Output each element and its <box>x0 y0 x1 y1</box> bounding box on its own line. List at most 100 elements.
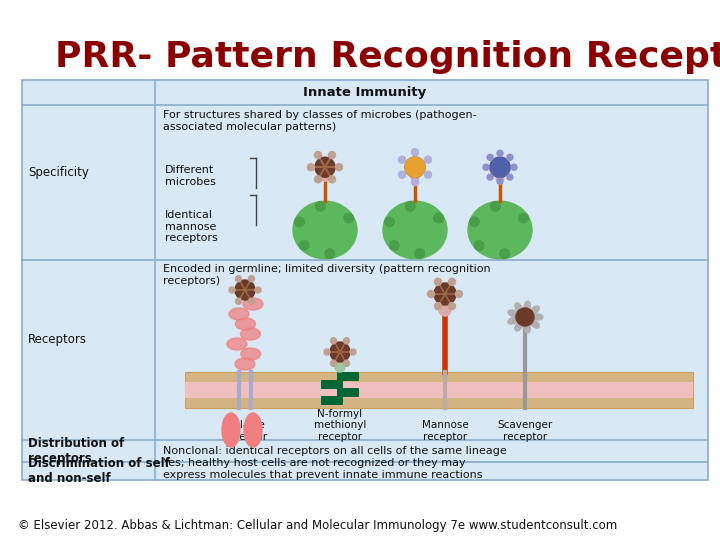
Circle shape <box>439 304 451 316</box>
Circle shape <box>390 241 399 250</box>
Ellipse shape <box>508 318 518 324</box>
Circle shape <box>434 283 456 305</box>
Text: Mannose
receptor: Mannose receptor <box>422 421 469 442</box>
Circle shape <box>415 249 425 259</box>
FancyBboxPatch shape <box>22 80 708 480</box>
Circle shape <box>412 179 418 186</box>
Circle shape <box>307 164 315 171</box>
Ellipse shape <box>244 413 262 447</box>
Circle shape <box>497 178 503 184</box>
Text: © Elsevier 2012. Abbas & Lichtman: Cellular and Molecular Immunology 7e www.stud: © Elsevier 2012. Abbas & Lichtman: Cellu… <box>18 519 617 532</box>
Circle shape <box>398 156 405 163</box>
Circle shape <box>248 276 254 282</box>
Circle shape <box>425 156 431 163</box>
FancyBboxPatch shape <box>337 388 359 397</box>
Ellipse shape <box>243 298 263 310</box>
Circle shape <box>433 213 444 223</box>
Circle shape <box>449 302 456 309</box>
Circle shape <box>490 201 500 211</box>
Ellipse shape <box>235 358 255 370</box>
FancyBboxPatch shape <box>185 372 693 408</box>
Circle shape <box>518 213 528 223</box>
Ellipse shape <box>531 320 539 328</box>
Circle shape <box>411 173 419 181</box>
Circle shape <box>434 302 441 309</box>
Circle shape <box>336 164 343 171</box>
Text: N-formyl
methionyl
receptor: N-formyl methionyl receptor <box>314 409 366 442</box>
Circle shape <box>343 360 349 366</box>
Circle shape <box>434 279 441 285</box>
Ellipse shape <box>293 201 357 259</box>
Circle shape <box>248 298 254 304</box>
Circle shape <box>255 287 261 293</box>
Ellipse shape <box>240 328 261 340</box>
Text: For structures shared by classes of microbes (pathogen-
associated molecular pat: For structures shared by classes of micr… <box>163 110 477 132</box>
Ellipse shape <box>227 338 247 350</box>
Circle shape <box>315 152 322 159</box>
Circle shape <box>507 154 513 160</box>
FancyBboxPatch shape <box>321 380 343 389</box>
FancyBboxPatch shape <box>185 382 693 398</box>
Circle shape <box>511 164 517 170</box>
Circle shape <box>496 173 504 181</box>
Ellipse shape <box>515 322 522 331</box>
Circle shape <box>335 362 345 372</box>
Ellipse shape <box>508 310 518 316</box>
Circle shape <box>500 249 510 259</box>
Ellipse shape <box>383 201 447 259</box>
Circle shape <box>321 173 329 181</box>
Circle shape <box>229 287 235 293</box>
Text: Identical
mannose
receptors: Identical mannose receptors <box>165 210 217 243</box>
FancyBboxPatch shape <box>321 396 343 405</box>
Circle shape <box>328 152 336 159</box>
Text: Different
microbes: Different microbes <box>165 165 216 187</box>
Circle shape <box>325 249 335 259</box>
Circle shape <box>507 174 513 180</box>
Circle shape <box>490 157 510 177</box>
Circle shape <box>469 217 480 227</box>
Circle shape <box>490 157 510 177</box>
Circle shape <box>235 298 241 304</box>
Ellipse shape <box>235 318 256 330</box>
Ellipse shape <box>229 308 249 320</box>
Circle shape <box>328 176 336 183</box>
Text: Scavenger
receptor: Scavenger receptor <box>498 421 553 442</box>
Circle shape <box>235 280 255 300</box>
Circle shape <box>516 308 534 326</box>
Circle shape <box>315 157 335 177</box>
Circle shape <box>330 360 336 366</box>
Ellipse shape <box>515 303 522 312</box>
FancyBboxPatch shape <box>337 372 359 381</box>
Text: PRR- Pattern Recognition Receptors: PRR- Pattern Recognition Receptors <box>55 40 720 74</box>
Ellipse shape <box>222 413 240 447</box>
Ellipse shape <box>533 314 543 320</box>
Circle shape <box>315 201 325 211</box>
Circle shape <box>350 349 356 355</box>
Text: Distribution of
receptors: Distribution of receptors <box>28 437 125 465</box>
Ellipse shape <box>531 306 539 314</box>
Circle shape <box>398 171 405 178</box>
Text: Innate Immunity: Innate Immunity <box>303 86 427 99</box>
Text: Specificity: Specificity <box>28 166 89 179</box>
Ellipse shape <box>524 323 531 333</box>
Circle shape <box>474 241 484 250</box>
Circle shape <box>425 171 431 178</box>
Ellipse shape <box>240 348 261 360</box>
Circle shape <box>315 176 322 183</box>
Text: Yes; healthy host cells are not recognized or they may
express molecules that pr: Yes; healthy host cells are not recogniz… <box>163 458 482 480</box>
Text: Discrimination of self
and non-self: Discrimination of self and non-self <box>28 457 170 485</box>
Circle shape <box>405 157 425 177</box>
Circle shape <box>497 150 503 156</box>
Circle shape <box>449 279 456 285</box>
Circle shape <box>330 342 350 362</box>
Text: Toll-like
receptor: Toll-like receptor <box>223 421 267 442</box>
Circle shape <box>324 349 330 355</box>
Circle shape <box>487 154 493 160</box>
Circle shape <box>235 276 241 282</box>
Circle shape <box>343 213 354 223</box>
Circle shape <box>487 174 493 180</box>
Circle shape <box>300 241 309 250</box>
Text: Encoded in germline; limited diversity (pattern recognition
receptors): Encoded in germline; limited diversity (… <box>163 264 490 286</box>
Circle shape <box>428 291 434 298</box>
Circle shape <box>483 164 489 170</box>
